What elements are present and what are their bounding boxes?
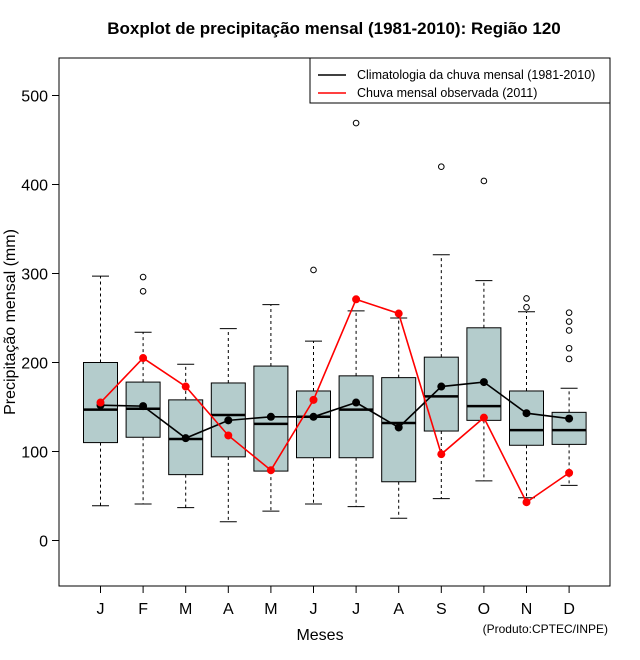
series-point-0-2: [181, 434, 190, 443]
series-lines-group: [96, 295, 574, 507]
y-tick-label-0: 0: [39, 534, 48, 551]
series-point-0-7: [394, 423, 403, 432]
chart-title: Boxplot de precipitação mensal (1981-201…: [107, 19, 561, 38]
outlier-10-0: [523, 304, 530, 311]
series-point-1-2: [181, 382, 190, 391]
series-point-0-10: [522, 409, 531, 418]
series-point-0-3: [224, 416, 233, 425]
box-8: [423, 163, 459, 500]
x-tick-label-8: S: [436, 601, 447, 618]
box-rect-10: [509, 390, 544, 446]
x-tick-label-10: N: [521, 601, 533, 618]
x-tick-label-0: J: [97, 601, 105, 618]
credit-text: (Produto:CPTEC/INPE): [483, 622, 608, 636]
box-1: [125, 273, 161, 505]
series-point-1-1: [139, 354, 148, 363]
box-rect-8: [423, 356, 459, 432]
series-point-1-11: [565, 468, 574, 477]
x-tick-label-1: F: [138, 601, 148, 618]
legend-label-observed: Chuva mensal observada (2011): [357, 86, 537, 100]
series-point-0-1: [139, 402, 148, 411]
outlier-11-4: [565, 309, 573, 316]
series-point-0-5: [309, 412, 318, 421]
legend-label-climatology: Climatologia da chuva mensal (1981-2010): [357, 68, 595, 82]
series-line-0: [100, 381, 570, 440]
series-point-1-10: [522, 498, 531, 507]
series-line-1: [99, 298, 570, 504]
outlier-11-2: [565, 327, 573, 334]
series-point-0-9: [479, 378, 488, 387]
series-point-1-7: [394, 309, 403, 318]
box-11: [551, 309, 587, 486]
outlier-1-1: [139, 273, 147, 281]
outlier-5-0: [310, 266, 317, 274]
x-axis-label: Meses: [296, 627, 343, 644]
outlier-1-0: [139, 288, 147, 295]
outlier-9-0: [480, 177, 488, 185]
x-tick-label-7: A: [393, 601, 404, 618]
series-point-0-6: [352, 398, 361, 407]
legend-box: [309, 57, 611, 104]
outlier-10-1: [523, 295, 530, 302]
legend: Climatologia da chuva mensal (1981-2010)…: [309, 57, 611, 104]
box-6: [338, 119, 374, 508]
series-point-1-8: [437, 450, 446, 459]
y-tick-label-400: 400: [21, 178, 48, 195]
outlier-11-0: [565, 355, 573, 363]
series-point-0-4: [266, 412, 275, 421]
x-tick-label-9: O: [478, 601, 490, 618]
x-tick-label-3: A: [223, 601, 234, 618]
outlier-11-3: [565, 318, 573, 325]
series-point-1-5: [309, 395, 318, 404]
series-point-1-3: [224, 431, 233, 440]
y-tick-label-100: 100: [21, 445, 48, 462]
series-point-0-8: [437, 382, 446, 391]
x-tick-label-4: M: [264, 601, 277, 618]
y-tick-label-200: 200: [21, 356, 48, 373]
series-point-1-4: [266, 466, 275, 475]
boxes-group: [83, 119, 587, 523]
y-axis: 0 100 200 300 400 500: [21, 89, 59, 551]
series-point-1-6: [352, 295, 361, 304]
outlier-6-0: [352, 119, 360, 127]
series-point-1-0: [96, 398, 105, 407]
box-5: [296, 266, 331, 505]
x-tick-label-2: M: [179, 601, 192, 618]
x-tick-label-11: D: [563, 601, 575, 618]
outlier-8-0: [438, 163, 445, 170]
y-axis-label: Precipitação mensal (mm): [2, 229, 19, 415]
box-7: [381, 317, 417, 519]
x-tick-label-6: J: [352, 601, 360, 618]
x-tick-label-5: J: [310, 601, 318, 618]
box-10: [509, 295, 544, 499]
series-point-0-11: [565, 414, 574, 423]
box-4: [253, 304, 289, 512]
plot-frame: [58, 57, 611, 587]
series-point-1-9: [479, 413, 488, 422]
outlier-11-1: [565, 344, 573, 352]
box-rect-6: [338, 375, 374, 459]
box-9: [466, 177, 502, 482]
y-tick-label-500: 500: [21, 89, 48, 106]
y-tick-label-300: 300: [21, 267, 48, 284]
